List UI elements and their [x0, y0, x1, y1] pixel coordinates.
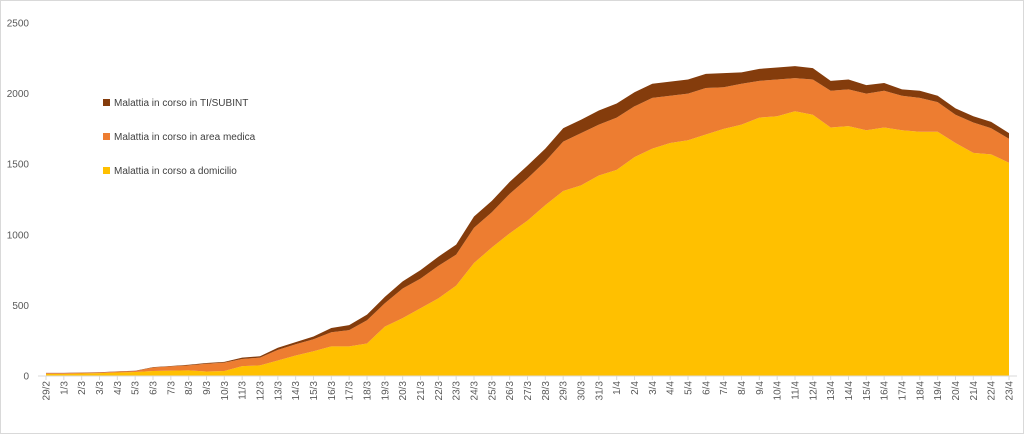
x-tick-label: 7/3 [166, 381, 177, 395]
y-tick-label: 2000 [7, 89, 30, 100]
x-tick-label: 2/4 [630, 381, 641, 395]
x-tick-label: 17/4 [898, 381, 909, 401]
x-tick-label: 4/4 [666, 381, 677, 395]
x-tick-label: 3/4 [648, 381, 659, 395]
x-tick-label: 15/4 [862, 381, 873, 401]
x-tick-label: 6/4 [701, 381, 712, 395]
x-tick-label: 20/4 [951, 381, 962, 401]
x-tick-label: 12/3 [256, 381, 267, 401]
x-tick-label: 10/4 [773, 381, 784, 401]
x-tick-label: 9/4 [755, 381, 766, 395]
x-tick-label: 27/3 [523, 381, 534, 401]
x-tick-label: 3/3 [95, 381, 106, 395]
x-tick-label: 7/4 [719, 381, 730, 395]
x-tick-label: 8/4 [737, 381, 748, 395]
x-tick-label: 14/3 [291, 381, 302, 401]
area-series-1 [46, 111, 1009, 376]
x-tick-label: 25/3 [487, 381, 498, 401]
x-tick-label: 18/4 [915, 381, 926, 401]
x-axis: 29/2 1/3 2/3 3/3 4/3 5/3 6/3 7/3 8/3 9/3 10/3 11/3 1… [42, 376, 1016, 400]
legend-swatch [103, 99, 110, 106]
x-tick-label: 26/3 [505, 381, 516, 401]
x-tick-label: 22/4 [987, 381, 998, 401]
x-tick-label: 5/3 [131, 381, 142, 395]
y-tick-label: 0 [23, 372, 29, 383]
x-tick-label: 23/4 [1005, 381, 1016, 401]
areas-layer [46, 66, 1009, 376]
x-tick-label: 2/3 [77, 381, 88, 395]
x-tick-label: 16/4 [880, 381, 891, 401]
x-tick-label: 15/3 [309, 381, 320, 401]
x-tick-label: 13/3 [273, 381, 284, 401]
x-tick-label: 19/3 [380, 381, 391, 401]
x-tick-label: 28/3 [541, 381, 552, 401]
x-tick-label: 5/4 [684, 381, 695, 395]
y-tick-label: 1500 [7, 160, 30, 171]
legend-swatch [103, 167, 110, 174]
legend-label: Malattia in corso in area medica [114, 132, 256, 143]
x-tick-label: 21/4 [969, 381, 980, 401]
x-tick-label: 30/3 [577, 381, 588, 401]
y-tick-label: 1000 [7, 230, 30, 241]
area-series-2 [46, 78, 1009, 374]
x-tick-label: 29/3 [559, 381, 570, 401]
x-tick-label: 19/4 [933, 381, 944, 401]
x-tick-label: 13/4 [826, 381, 837, 401]
legend-swatch [103, 133, 110, 140]
y-tick-label: 2500 [7, 19, 30, 30]
x-tick-label: 17/3 [345, 381, 356, 401]
x-tick-label: 14/4 [844, 381, 855, 401]
x-tick-label: 21/3 [416, 381, 427, 401]
y-tick-label: 500 [12, 301, 29, 312]
x-tick-label: 12/4 [808, 381, 819, 401]
x-tick-label: 11/3 [238, 381, 249, 400]
legend-label: Malattia in corso in TI/SUBINT [114, 98, 248, 109]
x-tick-label: 1/4 [612, 381, 623, 395]
x-tick-label: 16/3 [327, 381, 338, 401]
x-tick-label: 31/3 [594, 381, 605, 401]
x-tick-label: 9/3 [202, 381, 213, 395]
area-series-3 [46, 66, 1009, 374]
legend-label: Malattia in corso a domicilio [114, 166, 237, 177]
x-tick-label: 18/3 [363, 381, 374, 401]
x-tick-label: 29/2 [42, 381, 53, 401]
x-tick-label: 8/3 [184, 381, 195, 395]
legend: Malattia in corso in TI/SUBINT Malattia i… [103, 98, 256, 177]
x-tick-label: 4/3 [113, 381, 124, 395]
x-tick-label: 10/3 [220, 381, 231, 401]
x-tick-label: 20/3 [398, 381, 409, 401]
x-tick-label: 1/3 [59, 381, 70, 395]
x-tick-label: 24/3 [470, 381, 481, 401]
y-axis: 0 500 1000 1500 2000 2500 [7, 19, 30, 383]
x-tick-label: 6/3 [149, 381, 160, 395]
x-tick-label: 23/3 [452, 381, 463, 401]
x-tick-label: 11/4 [791, 381, 802, 400]
x-tick-label: 22/3 [434, 381, 445, 401]
